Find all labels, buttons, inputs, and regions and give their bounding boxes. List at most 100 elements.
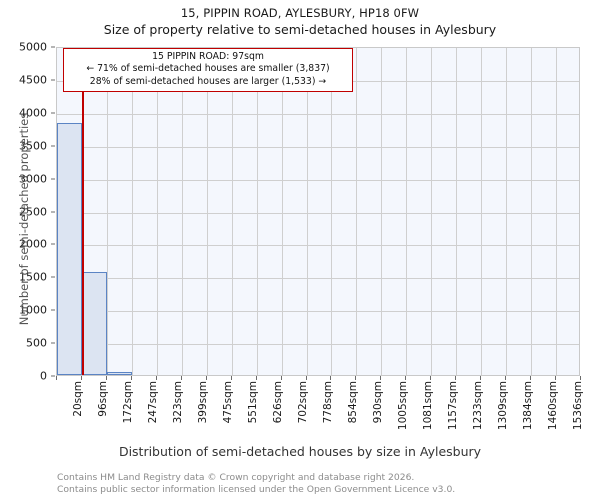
gridline-horizontal bbox=[57, 212, 579, 214]
gridline-vertical bbox=[431, 48, 433, 375]
y-axis-tick bbox=[51, 342, 55, 344]
y-axis-tick-label: 2000 bbox=[19, 237, 47, 251]
gridline-vertical bbox=[506, 48, 508, 375]
y-axis-tick-label: 0 bbox=[40, 369, 47, 383]
y-axis-tick bbox=[51, 46, 55, 48]
y-axis-tick-label: 500 bbox=[26, 336, 47, 350]
x-axis-tick-label: 854sqm bbox=[346, 381, 359, 424]
footer-attribution: Contains HM Land Registry data © Crown c… bbox=[57, 472, 577, 496]
gridline-horizontal bbox=[57, 146, 579, 148]
x-axis-tick-label: 551sqm bbox=[247, 381, 260, 424]
gridline-vertical bbox=[531, 48, 533, 375]
x-axis-tick-label: 1384sqm bbox=[521, 381, 534, 431]
histogram-bar bbox=[106, 371, 132, 375]
gridline-vertical bbox=[156, 48, 158, 375]
x-axis-tick-label: 1309sqm bbox=[496, 381, 509, 431]
footer-line-1: Contains HM Land Registry data © Crown c… bbox=[57, 472, 415, 483]
gridline-horizontal bbox=[57, 245, 579, 247]
y-axis-tick-label: 2500 bbox=[19, 205, 47, 218]
y-axis-tick bbox=[51, 112, 55, 114]
gridline-vertical bbox=[406, 48, 408, 375]
y-axis-tick-label: 4000 bbox=[19, 106, 47, 120]
y-axis-tick bbox=[51, 276, 55, 278]
y-axis-tick-label: 3000 bbox=[19, 172, 47, 186]
x-axis-tick bbox=[56, 376, 57, 380]
gridline-horizontal bbox=[57, 113, 579, 115]
y-axis-tick-label: 1500 bbox=[19, 270, 47, 284]
gridline-vertical bbox=[206, 48, 208, 375]
gridline-vertical bbox=[281, 48, 283, 375]
x-axis-tick-label: 1460sqm bbox=[546, 381, 559, 431]
y-axis-tick bbox=[51, 79, 55, 81]
gridline-horizontal bbox=[57, 179, 579, 181]
x-axis-tick-label: 323sqm bbox=[172, 381, 185, 424]
annotation-line-larger: 28% of semi-detached houses are larger (… bbox=[89, 75, 327, 87]
x-axis-tick-label: 247sqm bbox=[147, 381, 160, 424]
x-axis-tick bbox=[430, 376, 432, 380]
x-axis-tick bbox=[105, 376, 107, 380]
y-axis-tick-label: 1000 bbox=[19, 303, 47, 317]
y-axis-tick bbox=[51, 375, 55, 377]
x-axis-tick-label: 626sqm bbox=[272, 381, 285, 424]
y-axis-title: Number of semi-detached properties bbox=[17, 112, 31, 326]
x-axis-tick-label: 172sqm bbox=[122, 381, 135, 424]
gridline-horizontal bbox=[57, 278, 579, 280]
annotation-line-smaller: ← 71% of semi-detached houses are smalle… bbox=[86, 63, 330, 75]
y-axis-tick bbox=[51, 309, 55, 311]
gridline-vertical bbox=[381, 48, 383, 375]
chart-title-secondary: Size of property relative to semi-detach… bbox=[103, 22, 497, 37]
y-axis-tick bbox=[51, 178, 55, 180]
y-axis: 0 500 1000 1500 2000 2500 3000 3500 4000 4500 5000 bbox=[0, 0, 55, 500]
x-axis-tick bbox=[330, 376, 332, 380]
x-axis-tick-label: 1233sqm bbox=[471, 381, 484, 431]
chart-title-primary: 15, PIPPIN ROAD, AYLESBURY, HP18 0FW bbox=[180, 6, 420, 20]
x-axis-tick bbox=[155, 376, 157, 380]
x-axis-tick-label: 702sqm bbox=[297, 381, 310, 424]
gridline-vertical bbox=[306, 48, 308, 375]
property-size-marker-line bbox=[82, 48, 85, 375]
gridline-vertical bbox=[356, 48, 358, 375]
x-axis-tick-label: 1157sqm bbox=[446, 381, 459, 431]
gridlines bbox=[57, 48, 579, 375]
property-annotation-box: 15 PIPPIN ROAD: 97sqm ← 71% of semi-deta… bbox=[63, 48, 353, 92]
gridline-vertical bbox=[481, 48, 483, 375]
y-axis-tick bbox=[51, 243, 55, 245]
x-axis-tick-label: 1536sqm bbox=[571, 381, 584, 431]
gridline-vertical bbox=[256, 48, 258, 375]
gridline-horizontal bbox=[57, 311, 579, 313]
gridline-vertical bbox=[106, 48, 108, 375]
gridline-vertical bbox=[331, 48, 333, 375]
y-axis-tick bbox=[51, 145, 55, 147]
x-axis-tick bbox=[280, 376, 282, 380]
x-axis-tick bbox=[530, 376, 532, 380]
x-axis-tick bbox=[405, 376, 407, 380]
x-axis-tick bbox=[305, 376, 307, 380]
x-axis-tick bbox=[180, 376, 182, 380]
x-axis-tick bbox=[355, 376, 357, 380]
gridline-vertical bbox=[456, 48, 458, 375]
gridline-vertical bbox=[231, 48, 233, 375]
y-axis-tick-label: 4500 bbox=[19, 73, 47, 87]
x-axis-tick bbox=[205, 376, 207, 380]
x-axis-tick-label: 475sqm bbox=[222, 381, 235, 424]
x-axis-tick bbox=[130, 376, 132, 380]
gridline-vertical bbox=[556, 48, 558, 375]
marker-layer bbox=[57, 48, 579, 375]
y-axis-tick bbox=[51, 211, 55, 212]
x-axis-tick-label: 399sqm bbox=[197, 381, 210, 424]
x-axis-tick bbox=[455, 376, 457, 380]
x-axis-tick bbox=[505, 376, 507, 380]
x-axis-tick bbox=[380, 376, 382, 380]
x-axis-tick-label: 778sqm bbox=[322, 381, 334, 424]
gridline-horizontal bbox=[57, 344, 579, 346]
x-axis-tick-label: 20sqm bbox=[72, 381, 85, 417]
histogram-bar bbox=[57, 122, 82, 375]
y-axis-tick-label: 5000 bbox=[19, 40, 47, 54]
x-axis-tick bbox=[480, 376, 482, 380]
x-axis-tick bbox=[80, 376, 82, 380]
x-axis-tick-label: 930sqm bbox=[371, 381, 384, 424]
x-axis-tick bbox=[555, 376, 557, 380]
x-axis-tick bbox=[580, 376, 581, 380]
x-axis-tick-label: 96sqm bbox=[97, 381, 110, 417]
